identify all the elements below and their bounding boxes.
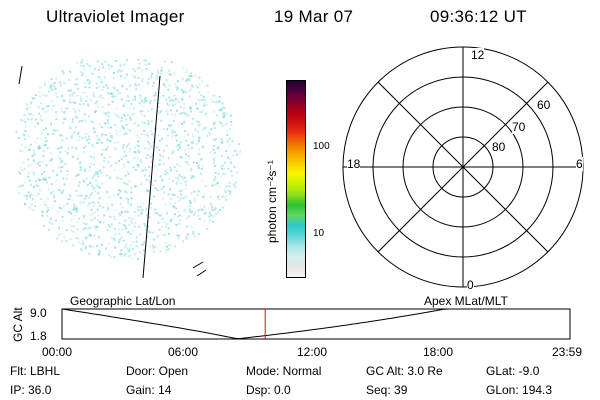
- edge-mark-bottom-b: [196, 269, 207, 277]
- timeline-ymax: 9.0: [30, 306, 47, 320]
- footer-filter: Flt: LBHL: [10, 364, 61, 378]
- footer-mode: Mode: Normal: [246, 364, 322, 378]
- timeline-ymin: 1.8: [30, 329, 47, 343]
- time-label: 09:36:12 UT: [430, 7, 527, 26]
- footer-gc-alt: GC Alt: 3.0 Re: [366, 364, 443, 378]
- footer-seq: Seq: 39: [366, 383, 408, 397]
- emission-speckles: [15, 58, 242, 260]
- edge-mark-left: [18, 65, 23, 85]
- mlt-label-18: 18: [347, 157, 361, 171]
- polar-grid: [342, 46, 584, 288]
- lat-label-70: 70: [512, 120, 526, 134]
- timeline-tick-0000: 00:00: [42, 345, 73, 359]
- instrument-title: Ultraviolet Imager: [46, 7, 185, 26]
- timeline-tick-1200: 12:00: [297, 345, 328, 359]
- colorbar-tick-10: 10: [313, 228, 325, 239]
- lat-label-80: 80: [492, 140, 506, 154]
- footer-dsp: Dsp: 0.0: [246, 383, 291, 397]
- footer-ip: IP: 36.0: [10, 383, 52, 397]
- timeline-tick-0600: 06:00: [168, 345, 199, 359]
- footer-glon: GLon: 194.3: [486, 383, 553, 397]
- timeline-right-label: Apex MLat/MLT: [424, 294, 508, 308]
- altitude-timeline: [61, 308, 571, 340]
- timeline-tick-2359: 23:59: [552, 345, 583, 359]
- timeline-left-label: Geographic Lat/Lon: [70, 294, 176, 308]
- footer-door: Door: Open: [126, 364, 189, 378]
- footer-gain: Gain: 14: [126, 383, 172, 397]
- terminator-line: [142, 75, 161, 279]
- colorbar: [286, 80, 306, 278]
- colorbar-unit-label: photon cm⁻²s⁻¹: [265, 160, 279, 243]
- colorbar-tick-100: 100: [313, 141, 330, 152]
- timeline-ylabel: GC Alt: [11, 307, 25, 342]
- date-label: 19 Mar 07: [274, 7, 354, 26]
- edge-mark-bottom-a: [192, 261, 204, 269]
- altitude-curve: [61, 308, 570, 340]
- mlt-label-0: 0: [467, 278, 474, 292]
- footer-glat: GLat: -9.0: [486, 364, 540, 378]
- lat-label-60: 60: [537, 98, 551, 112]
- mlt-label-12: 12: [471, 48, 485, 62]
- mlt-label-6: 6: [576, 157, 583, 171]
- timeline-tick-1800: 18:00: [423, 345, 454, 359]
